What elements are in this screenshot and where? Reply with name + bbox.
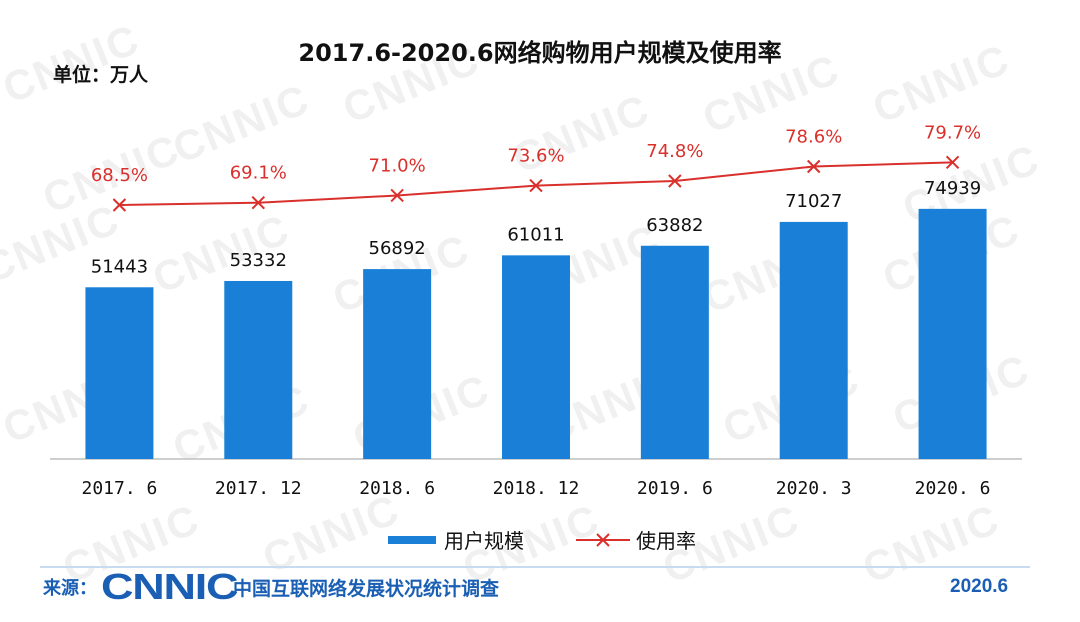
bar-value-label: 53332 <box>230 250 287 271</box>
bar <box>363 269 432 459</box>
line-point-marker <box>390 188 404 203</box>
x-tick-label: 2018. 6 <box>359 478 435 499</box>
legend-item-line: 使用率 <box>576 525 696 554</box>
bar-value-label: 63882 <box>646 215 703 236</box>
legend-item-bar: 用户规模 <box>388 525 524 554</box>
legend-line-swatch <box>576 532 630 547</box>
cnnic-logo: CNNIC <box>101 566 239 607</box>
x-tick-label: 2020. 3 <box>776 478 852 499</box>
bar <box>779 221 848 459</box>
x-tick-label: 2017. 6 <box>81 478 157 499</box>
bar-value-label: 74939 <box>924 178 981 199</box>
x-tick-label: 2020. 6 <box>915 478 991 499</box>
source-label: 来源： <box>43 578 97 599</box>
x-tick-label: 2018. 12 <box>493 478 580 499</box>
bar-value-label: 56892 <box>369 238 426 259</box>
line-value-label: 71.0% <box>369 155 426 176</box>
line-point-marker <box>945 155 960 170</box>
bar-value-label: 61011 <box>507 224 564 245</box>
bar <box>918 208 987 459</box>
source-name: 中国互联网络发展状况统计调查 <box>233 577 500 600</box>
line-point-marker <box>668 174 682 188</box>
footer-source: 来源： CNNIC 中国互联网络发展状况统计调查 <box>43 566 500 607</box>
footer-divider <box>40 566 1030 568</box>
unit-label: 单位：万人 <box>53 64 149 86</box>
bar <box>640 245 709 459</box>
legend-bar-label: 用户规模 <box>444 529 524 553</box>
line-value-label: 79.7% <box>924 122 981 143</box>
line-point-marker <box>251 196 265 210</box>
legend: 用户规模 使用率 <box>0 525 1080 555</box>
bar <box>502 255 570 459</box>
line-point-marker <box>529 178 543 193</box>
x-tick-label: 2017. 12 <box>215 478 302 499</box>
legend-line-label: 使用率 <box>636 529 696 553</box>
legend-bar-swatch <box>388 535 436 544</box>
chart-title: 2017.6-2020.6网络购物用户规模及使用率 <box>298 39 782 67</box>
line-point-marker <box>112 198 127 212</box>
line-value-label: 69.1% <box>230 163 287 184</box>
bar-value-label: 71027 <box>785 191 842 212</box>
bar-value-label: 51443 <box>91 256 148 277</box>
chart-plot: 51443 2017. 6 53332 2017. 12 56892 2018. 6 610… <box>50 122 1022 499</box>
line-value-label: 78.6% <box>785 127 842 148</box>
line-point-marker <box>807 159 821 174</box>
x-tick-label: 2019. 6 <box>637 478 713 499</box>
bar <box>224 280 293 459</box>
line-value-label: 73.6% <box>507 146 564 167</box>
line-value-label: 68.5% <box>91 165 148 186</box>
line-value-label: 74.8% <box>646 141 703 162</box>
bar <box>85 287 154 459</box>
report-date: 2020.6 <box>950 576 1009 597</box>
